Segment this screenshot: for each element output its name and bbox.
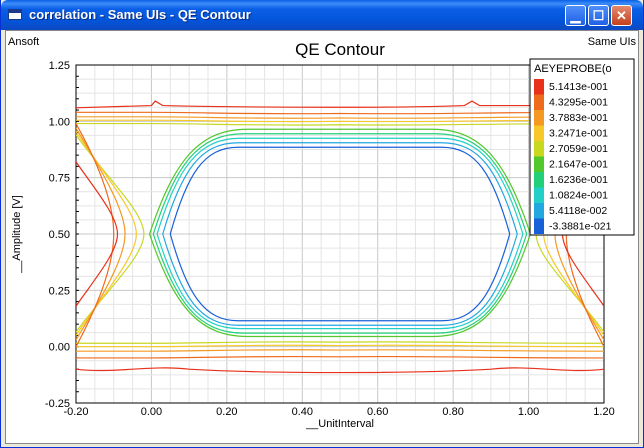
contour-eye-level	[156, 137, 524, 330]
y-tick-label: 0.25	[49, 285, 70, 297]
legend-swatch	[534, 94, 544, 110]
contour-outer-left	[76, 161, 119, 307]
legend: AEYEPROBE(o 5.1413e-001 4.3295e-001 3.7883e…	[529, 58, 635, 236]
x-tick-label: 1.00	[518, 406, 539, 418]
contour-top-band	[76, 122, 604, 126]
y-tick-label: 0.75	[49, 173, 70, 185]
legend-level-label: 1.6236e-001	[549, 174, 608, 186]
y-tick-label: 1.00	[49, 116, 70, 128]
contour-bottom-band	[76, 341, 604, 344]
contour-left-wing	[76, 123, 115, 347]
x-tick-label: 1.20	[593, 406, 614, 418]
x-tick-label: 0.40	[292, 406, 313, 418]
legend-swatch	[534, 125, 544, 141]
contour-eye-level	[162, 142, 518, 326]
series-label: Same UIs	[588, 36, 637, 48]
legend-swatch	[534, 141, 544, 157]
maximize-button[interactable]: ☐	[588, 5, 609, 26]
contour-outer-top	[76, 100, 604, 109]
legend-swatch	[534, 203, 544, 219]
legend-title: AEYEPROBE(o	[534, 63, 612, 75]
legend-level-label: 5.1413e-001	[549, 81, 608, 93]
contour-outer-bottom	[76, 367, 604, 374]
vendor-label: Ansoft	[8, 36, 39, 48]
close-icon: ✕	[616, 8, 627, 23]
legend-level-label: 2.7059e-001	[549, 143, 608, 155]
legend-swatch	[534, 172, 544, 188]
maximize-icon: ☐	[592, 8, 605, 23]
contour-lines	[76, 100, 604, 374]
legend-swatch	[534, 110, 544, 126]
contour-eye-level	[152, 133, 528, 334]
plot-area: Ansoft Same UIs QE Contour -0.20 0.00 0.20 0.4…	[5, 30, 639, 444]
contour-top-band	[76, 119, 604, 123]
close-button[interactable]: ✕	[611, 5, 632, 26]
contour-bottom-band	[76, 349, 604, 352]
contour-bottom-band	[76, 355, 604, 359]
contour-left-wing	[76, 127, 126, 341]
y-tick-label: -0.25	[45, 398, 70, 410]
legend-level-label: 3.2471e-001	[549, 128, 608, 140]
contour-left-wing	[76, 134, 145, 333]
grid	[75, 64, 605, 404]
x-axis-label: __UnitInterval	[305, 418, 374, 430]
x-tick-label: 0.80	[442, 406, 463, 418]
y-tick-label: 0.00	[49, 342, 70, 354]
minimize-icon: ▁	[570, 8, 581, 23]
contour-chart: Ansoft Same UIs QE Contour -0.20 0.00 0.20 0.4…	[8, 36, 637, 430]
x-tick-label: 0.00	[141, 406, 162, 418]
contour-left-wing	[76, 131, 137, 336]
window-title: correlation - Same UIs - QE Contour	[29, 7, 251, 22]
y-tick-label: 1.25	[49, 60, 70, 72]
x-tick-label: -0.20	[63, 406, 88, 418]
legend-level-label: 1.0824e-001	[549, 190, 608, 202]
legend-swatch	[534, 156, 544, 172]
contour-eye-level	[169, 146, 511, 322]
legend-level-label: 3.7883e-001	[549, 112, 608, 124]
contour-top-band	[76, 111, 604, 115]
legend-swatch	[534, 218, 544, 234]
title-bar[interactable]: correlation - Same UIs - QE Contour ▁ ☐ …	[1, 0, 643, 30]
contour-top-band	[76, 116, 604, 119]
legend-level-label: -3.3881e-021	[549, 221, 612, 233]
legend-level-label: 5.4118e-002	[549, 205, 607, 217]
legend-swatch	[534, 187, 544, 203]
contour-bottom-band	[76, 344, 604, 348]
x-tick-label: 0.60	[367, 406, 388, 418]
legend-level-label: 4.3295e-001	[549, 97, 608, 109]
legend-swatch	[534, 79, 544, 95]
y-tick-label: 0.50	[49, 229, 70, 241]
legend-level-label: 2.1647e-001	[549, 159, 608, 171]
legend-box	[529, 58, 635, 236]
y-axis-label: __Amplitude [V]	[11, 195, 23, 274]
x-tick-label: 0.20	[216, 406, 237, 418]
window-icon[interactable]	[8, 9, 22, 20]
minimize-button[interactable]: ▁	[565, 5, 586, 26]
chart-title: QE Contour	[295, 40, 385, 59]
